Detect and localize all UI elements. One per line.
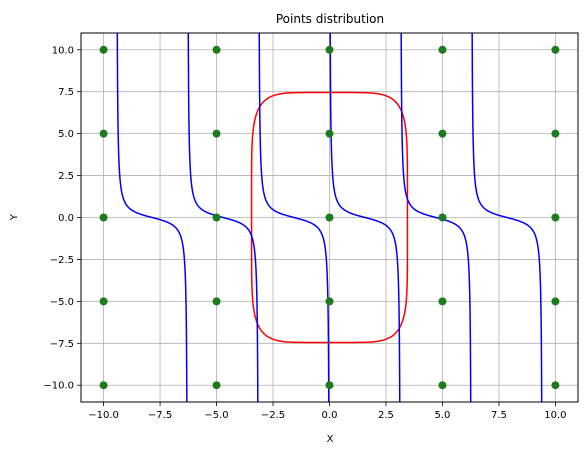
x-tick-label: −7.5 bbox=[148, 410, 172, 421]
scatter-point bbox=[212, 129, 221, 138]
scatter-point bbox=[212, 297, 221, 306]
y-tick-label: 2.5 bbox=[58, 171, 74, 182]
scatter-point bbox=[325, 129, 334, 138]
y-tick-label: 10.0 bbox=[52, 45, 74, 56]
red-curve bbox=[250, 91, 409, 344]
scatter-point bbox=[212, 213, 221, 222]
y-axis-label: Y bbox=[9, 213, 20, 221]
blue-curve-branch bbox=[329, 33, 401, 402]
y-tick-label: 0.0 bbox=[58, 213, 74, 224]
scatter-point bbox=[325, 213, 334, 222]
chart-title: Points distribution bbox=[276, 12, 384, 26]
scatter-point bbox=[551, 381, 560, 390]
blue-curve-branch bbox=[471, 33, 543, 402]
blue-curve-branch bbox=[116, 33, 188, 402]
scatter-point bbox=[325, 45, 334, 54]
y-tick-label: −2.5 bbox=[50, 255, 74, 266]
y-tick-label: 7.5 bbox=[58, 87, 74, 98]
x-tick-label: 10.0 bbox=[544, 410, 566, 421]
scatter-point bbox=[438, 213, 447, 222]
scatter-point bbox=[212, 45, 221, 54]
x-tick-label: −2.5 bbox=[261, 410, 285, 421]
x-tick-label: −10.0 bbox=[88, 410, 119, 421]
scatter-point bbox=[551, 297, 560, 306]
scatter-point bbox=[325, 381, 334, 390]
blue-curve-branch bbox=[187, 33, 259, 402]
x-axis-label: X bbox=[327, 434, 334, 445]
x-ticks: −10.0 −7.5 −5.0 −2.5 0.0 2.5 5.0 7.5 10.0 bbox=[88, 402, 567, 421]
blue-curve-branch bbox=[400, 33, 472, 402]
curves-layer bbox=[116, 33, 543, 402]
blue-curve-branch bbox=[258, 33, 330, 402]
scatter-point bbox=[99, 45, 108, 54]
scatter-point bbox=[438, 45, 447, 54]
x-tick-label: 0.0 bbox=[322, 410, 338, 421]
x-tick-label: 7.5 bbox=[491, 410, 507, 421]
scatter-point bbox=[438, 297, 447, 306]
y-tick-label: −7.5 bbox=[50, 339, 74, 350]
scatter-point bbox=[438, 129, 447, 138]
y-tick-label: −10.0 bbox=[43, 381, 74, 392]
scatter-point bbox=[212, 381, 221, 390]
x-tick-label: 2.5 bbox=[378, 410, 394, 421]
scatter-point bbox=[551, 45, 560, 54]
x-tick-label: 5.0 bbox=[435, 410, 451, 421]
x-tick-label: −5.0 bbox=[204, 410, 228, 421]
scatter-point bbox=[325, 297, 334, 306]
scatter-point bbox=[438, 381, 447, 390]
scatter-point bbox=[99, 297, 108, 306]
scatter-point bbox=[99, 381, 108, 390]
y-ticks: −10.0 −7.5 −5.0 −2.5 0.0 2.5 5.0 7.5 10.0 bbox=[43, 45, 81, 392]
points-layer bbox=[99, 45, 560, 390]
scatter-point bbox=[551, 213, 560, 222]
y-tick-label: 5.0 bbox=[58, 129, 74, 140]
scatter-point bbox=[99, 129, 108, 138]
scatter-point bbox=[99, 213, 108, 222]
y-tick-label: −5.0 bbox=[50, 297, 74, 308]
scatter-point bbox=[551, 129, 560, 138]
